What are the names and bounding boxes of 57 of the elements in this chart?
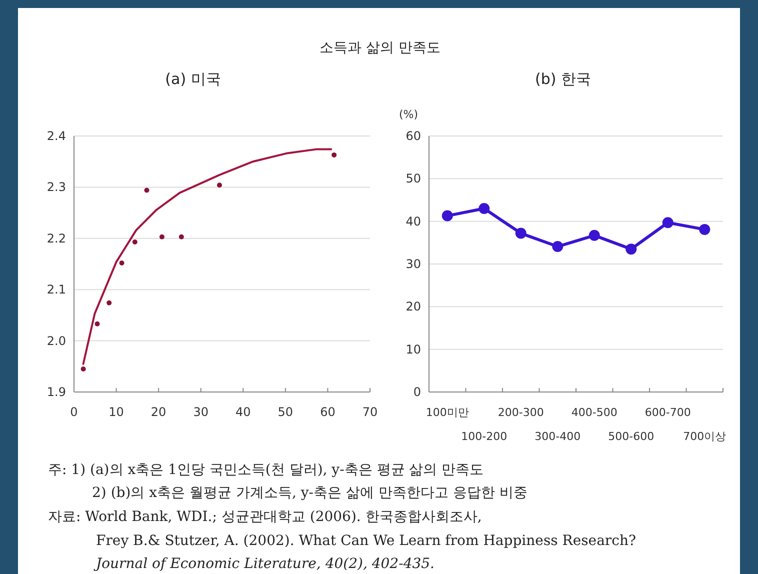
point bbox=[144, 188, 150, 193]
y-tick-label: 20 bbox=[406, 300, 421, 314]
point bbox=[216, 182, 222, 188]
x-tick-label: 300-400 bbox=[534, 430, 581, 443]
x-tick-label: 60 bbox=[320, 405, 336, 419]
y-tick-label: 30 bbox=[406, 257, 421, 271]
x-tick-label: 700이상 bbox=[683, 430, 726, 443]
x-tick-label: 20 bbox=[150, 405, 166, 419]
y-tick-label: 10 bbox=[406, 342, 421, 356]
y-tick-label: 2.0 bbox=[46, 334, 66, 348]
y-axis-title: (%) bbox=[399, 108, 418, 121]
point bbox=[626, 244, 637, 255]
x-tick-label: 30 bbox=[193, 405, 208, 419]
point bbox=[699, 224, 710, 235]
point bbox=[442, 210, 453, 222]
x-tick-label: 200-300 bbox=[498, 406, 544, 419]
x-tick-label: 10 bbox=[108, 405, 124, 419]
point bbox=[119, 260, 124, 266]
y-tick-label: 2.3 bbox=[46, 180, 66, 194]
text: Frey B.& Stutzer, A. (2002). What Can We Learn from Happiness Research? bbox=[96, 533, 636, 549]
x-tick-label: 100미만 bbox=[426, 406, 469, 419]
point bbox=[80, 366, 86, 372]
x-tick-label: 0 bbox=[70, 405, 78, 419]
point bbox=[552, 241, 564, 252]
text: 자료: World Bank, WDI.; 성균관대학교 (2006). 한국종합사회조사, bbox=[48, 509, 482, 525]
x-tick-label: 70 bbox=[362, 405, 378, 419]
point bbox=[588, 230, 600, 241]
chart-title: (b) 한국 bbox=[535, 70, 591, 88]
point bbox=[132, 239, 138, 244]
y-tick-label: 40 bbox=[406, 214, 421, 228]
y-tick-label: 2.2 bbox=[46, 231, 66, 246]
x-tick-label: 600-700 bbox=[644, 406, 691, 419]
point bbox=[332, 152, 337, 158]
point bbox=[159, 234, 164, 240]
y-tick-label: 0 bbox=[413, 385, 421, 399]
chart-title: (a) 미국 bbox=[165, 70, 221, 88]
text: 소득과 삶의 만족도 bbox=[320, 40, 440, 56]
point bbox=[106, 300, 112, 306]
point bbox=[478, 203, 490, 214]
y-tick-label: 60 bbox=[406, 129, 421, 143]
x-tick-label: 400-500 bbox=[571, 406, 618, 419]
point bbox=[515, 228, 526, 239]
y-tick-label: 2.1 bbox=[46, 282, 66, 297]
point bbox=[178, 234, 184, 240]
point bbox=[662, 217, 674, 228]
text: 주: 1) (a)의 x축은 1인당 국민소득(천 달러), y-축은 평균 삶의 만족도 bbox=[48, 462, 484, 478]
y-tick-label: 1.9 bbox=[46, 385, 66, 399]
x-tick-label: 100-200 bbox=[461, 430, 508, 443]
x-tick-label: 500-600 bbox=[608, 430, 654, 443]
text: Journal of Economic Literature, 40(2), 402-435. bbox=[93, 556, 434, 572]
y-tick-label: 50 bbox=[406, 172, 421, 186]
line-series bbox=[82, 148, 332, 365]
x-tick-label: 50 bbox=[278, 405, 294, 419]
point bbox=[94, 321, 100, 326]
text: 2) (b)의 x축은 월평균 가계소득, y-축은 삶에 만족한다고 응답한 비중 bbox=[92, 485, 528, 501]
y-tick-label: 2.4 bbox=[46, 129, 66, 143]
x-tick-label: 40 bbox=[236, 405, 251, 419]
